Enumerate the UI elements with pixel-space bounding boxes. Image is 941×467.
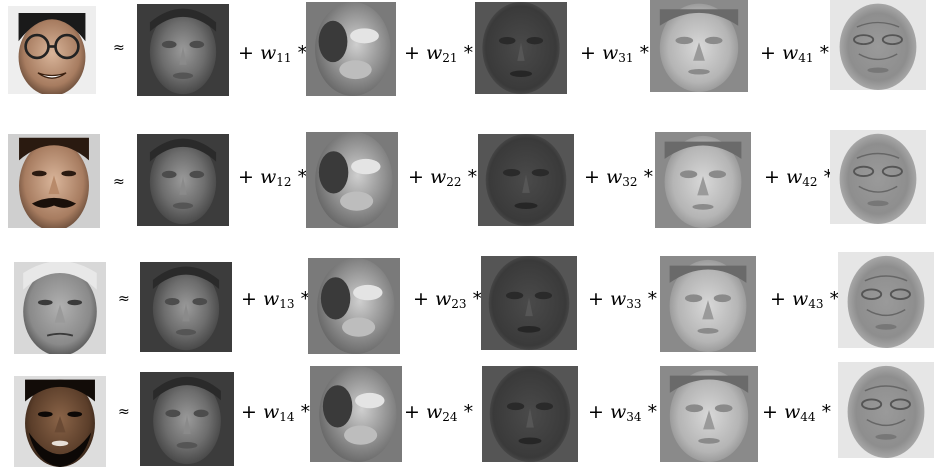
mean-face [140, 262, 232, 352]
weight-term-12: + w12 * [238, 166, 308, 189]
weight-term-34: + w34 * [588, 401, 658, 424]
weight-term-32: + w32 * [584, 166, 654, 189]
eigenface-1 [308, 258, 400, 354]
weight-term-31: + w31 * [580, 42, 650, 65]
weight-term-43: + w43 * [770, 288, 840, 311]
weight-term-13: + w13 * [241, 288, 311, 311]
eigenface-4 [838, 252, 934, 348]
input-face-row2 [8, 134, 100, 228]
eigenface-3 [655, 132, 751, 228]
weight-term-41: + w41 * [760, 42, 830, 65]
weight-term-11: + w11 * [238, 42, 308, 65]
input-face-row4 [14, 376, 106, 467]
weight-term-33: + w33 * [588, 288, 658, 311]
eigenface-4 [838, 362, 934, 458]
mean-face [137, 134, 229, 226]
weight-term-23: + w23 * [413, 288, 483, 311]
approx-symbol: ≈ [113, 40, 125, 56]
weight-term-44: + w44 * [762, 401, 832, 424]
eigenface-1 [310, 366, 402, 462]
eigenface-2 [475, 2, 567, 94]
weight-term-21: + w21 * [404, 42, 474, 65]
weight-term-24: + w24 * [404, 401, 474, 424]
approx-symbol: ≈ [118, 404, 130, 420]
eigenface-4 [830, 130, 926, 224]
eigenface-2 [481, 256, 577, 350]
eigenface-1 [306, 132, 398, 228]
weight-term-42: + w42 * [764, 166, 834, 189]
eigenface-3 [660, 366, 758, 462]
approx-symbol: ≈ [113, 174, 125, 190]
mean-face [140, 372, 234, 466]
eigenface-3 [650, 0, 748, 92]
eigenface-4 [830, 0, 926, 90]
weight-term-22: + w22 * [408, 166, 478, 189]
input-face-row3 [14, 262, 106, 354]
eigenface-1 [306, 2, 396, 96]
weight-term-14: + w14 * [241, 401, 311, 424]
eigenface-2 [478, 134, 574, 226]
eigenface-2 [482, 366, 578, 462]
input-face-row1 [8, 6, 96, 94]
eigenface-3 [660, 256, 756, 352]
approx-symbol: ≈ [118, 291, 130, 307]
mean-face [137, 4, 229, 96]
